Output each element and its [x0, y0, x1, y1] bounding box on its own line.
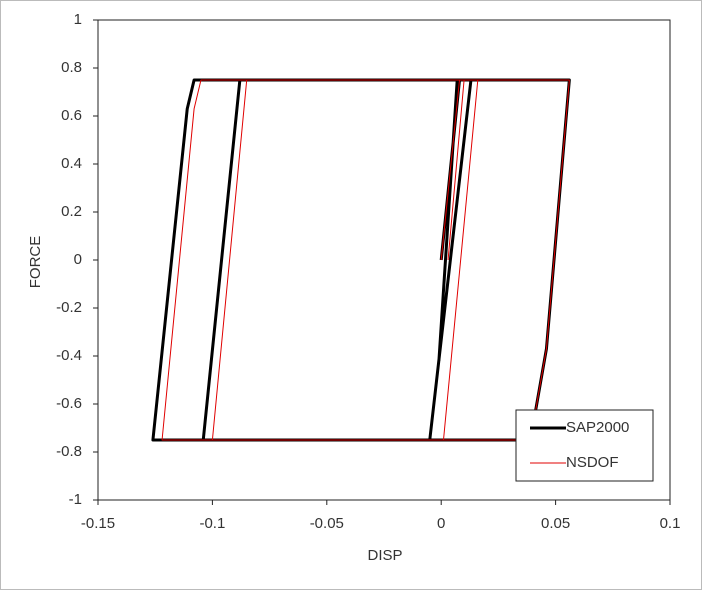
legend-label: SAP2000: [566, 419, 629, 436]
x-tick-label: 0.05: [541, 515, 570, 532]
x-tick-label: 0.1: [660, 515, 681, 532]
y-tick-label: 0: [74, 251, 82, 268]
y-tick-label: 0.4: [61, 155, 82, 172]
y-tick-label: -0.8: [56, 443, 82, 460]
y-tick-label: -0.4: [56, 347, 82, 364]
legend-box: [515, 409, 654, 482]
x-tick-label: 0: [437, 515, 445, 532]
x-tick-label: -0.15: [81, 515, 115, 532]
y-tick-label: 0.2: [61, 203, 82, 220]
x-tick-label: -0.05: [310, 515, 344, 532]
series-line: [161, 79, 570, 441]
y-tick-label: -0.6: [56, 395, 82, 412]
y-axis-label: FORCE: [27, 236, 44, 289]
y-tick-label: -0.2: [56, 299, 82, 316]
y-tick-label: 1: [74, 11, 82, 28]
x-tick-label: -0.1: [199, 515, 225, 532]
y-tick-label: 0.6: [61, 107, 82, 124]
x-axis-label: DISP: [367, 547, 402, 564]
y-tick-label: -1: [69, 491, 82, 508]
y-tick-label: 0.8: [61, 59, 82, 76]
legend-label: NSDOF: [566, 454, 619, 471]
